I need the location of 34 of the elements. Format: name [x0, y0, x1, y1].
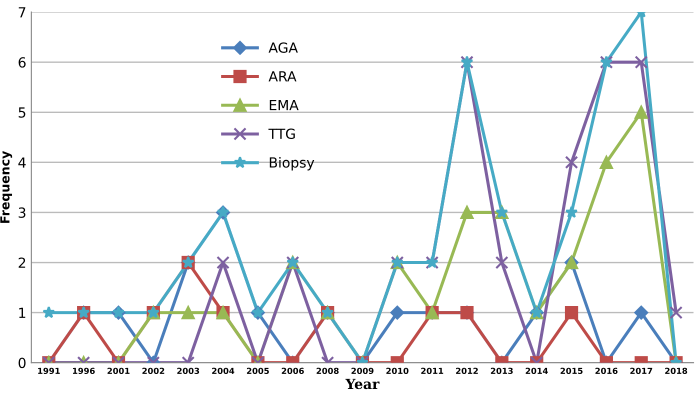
x-tick-label: 2016 [595, 368, 618, 374]
x-tick-label: 2009 [352, 368, 374, 374]
x-tick-label: 2011 [421, 368, 444, 374]
x-tick-label: 2008 [316, 368, 339, 374]
y-tick-label: 2 [18, 257, 26, 268]
x-tick-label: 1991 [38, 368, 60, 374]
y-tick-label: 6 [18, 57, 26, 68]
x-tick-label: 2004 [212, 368, 234, 374]
y-tick-label: 3 [18, 207, 26, 218]
x-tick-label: 2005 [246, 368, 269, 374]
y-tick-label: 0 [18, 358, 26, 368]
x-tick-label: 2017 [630, 368, 652, 374]
legend-label: TTG [268, 128, 295, 140]
x-tick-label: 2010 [386, 368, 408, 374]
x-tick-label: 2003 [177, 368, 200, 374]
x-tick-label: 2013 [490, 368, 513, 374]
y-tick-label: 1 [19, 308, 26, 318]
x-axis-title: Year [345, 378, 380, 390]
x-tick-label: 2018 [665, 368, 688, 374]
x-tick-label: 2002 [142, 368, 164, 374]
y-tick-label: 5 [18, 107, 26, 118]
x-tick-label: 2006 [282, 368, 304, 374]
x-tick-label: 1996 [72, 368, 95, 374]
y-tick-label: 4 [18, 158, 26, 168]
y-axis-title: Frequency [0, 151, 12, 223]
legend-label: Biopsy [270, 157, 314, 170]
legend-label: AGA [268, 42, 298, 53]
legend-label: ARA [268, 71, 296, 82]
y-tick-label: 7 [18, 7, 26, 18]
x-tick-label: 2001 [108, 368, 130, 374]
x-tick-label: 2015 [560, 368, 583, 374]
x-tick-label: 2014 [526, 368, 548, 374]
x-tick-label: 2012 [456, 368, 478, 374]
legend-label: EMA [270, 100, 299, 110]
